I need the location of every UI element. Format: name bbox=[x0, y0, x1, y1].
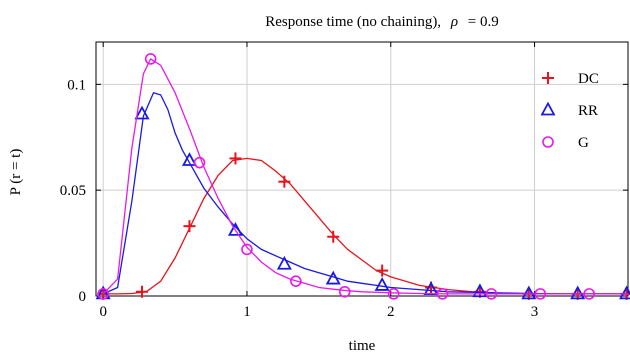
grid bbox=[96, 42, 628, 296]
data-point-dc bbox=[183, 220, 196, 233]
chart-title: Response time (no chaining), ρ = 0.9 bbox=[265, 14, 498, 30]
data-point-dc bbox=[136, 285, 149, 298]
data-point-rr bbox=[181, 152, 197, 166]
axes: 0 1 2 3 0 0.05 0.1 bbox=[60, 41, 629, 320]
series-line-g bbox=[102, 57, 628, 295]
data-point-g bbox=[534, 288, 547, 300]
data-point-dc bbox=[229, 152, 242, 165]
data-point-rr bbox=[570, 285, 586, 300]
data-point-rr bbox=[374, 277, 390, 291]
legend-item-rr: RR bbox=[540, 101, 598, 119]
series-rr bbox=[95, 92, 630, 300]
data-point-g bbox=[290, 275, 302, 287]
legend-item-g: G bbox=[542, 135, 589, 151]
y-tick-label: 0.05 bbox=[60, 183, 86, 199]
data-point-rr bbox=[227, 222, 243, 236]
series-group bbox=[95, 53, 630, 300]
data-point-rr bbox=[521, 285, 537, 300]
x-tick-label: 2 bbox=[387, 304, 395, 320]
legend-marker-g bbox=[542, 136, 554, 148]
x-tick-label: 0 bbox=[99, 304, 107, 320]
series-line-dc bbox=[103, 157, 628, 295]
legend-marker-dc bbox=[542, 72, 554, 84]
data-point-dc bbox=[327, 230, 340, 243]
legend: DC RR G bbox=[540, 71, 599, 151]
data-point-rr bbox=[472, 283, 488, 298]
series-dc bbox=[97, 152, 630, 300]
y-tick-label: 0 bbox=[79, 289, 87, 305]
legend-marker-rr bbox=[540, 101, 556, 116]
data-point-dc bbox=[278, 175, 291, 188]
data-point-g bbox=[338, 285, 351, 298]
x-tick-label: 3 bbox=[531, 304, 539, 320]
data-point-dc bbox=[376, 264, 389, 277]
x-tick-label: 1 bbox=[243, 304, 251, 320]
data-point-g bbox=[387, 288, 400, 300]
data-point-g bbox=[144, 53, 157, 65]
series-line-rr bbox=[102, 92, 628, 295]
data-point-g bbox=[485, 288, 498, 300]
chart-title-symbol: ρ bbox=[450, 14, 458, 30]
data-point-g bbox=[193, 156, 206, 169]
chart-title-prefix: Response time (no chaining), bbox=[265, 14, 441, 30]
legend-label-dc: DC bbox=[578, 71, 599, 87]
y-axis-label: P (r = t) bbox=[8, 149, 24, 196]
x-axis-label: time bbox=[349, 338, 376, 354]
data-point-rr bbox=[276, 255, 292, 270]
y-tick-label: 0.1 bbox=[67, 77, 86, 93]
data-point-g bbox=[436, 288, 449, 300]
data-point-g bbox=[583, 288, 595, 300]
legend-label-g: G bbox=[578, 135, 589, 151]
data-point-g bbox=[241, 243, 253, 256]
legend-item-dc: DC bbox=[542, 71, 599, 87]
plot-frame bbox=[95, 41, 629, 297]
legend-label-rr: RR bbox=[578, 103, 598, 119]
data-point-rr bbox=[134, 105, 150, 120]
series-g bbox=[97, 53, 628, 300]
chart-title-suffix: = 0.9 bbox=[468, 14, 499, 30]
data-point-g bbox=[97, 288, 109, 300]
data-point-rr bbox=[325, 270, 341, 285]
